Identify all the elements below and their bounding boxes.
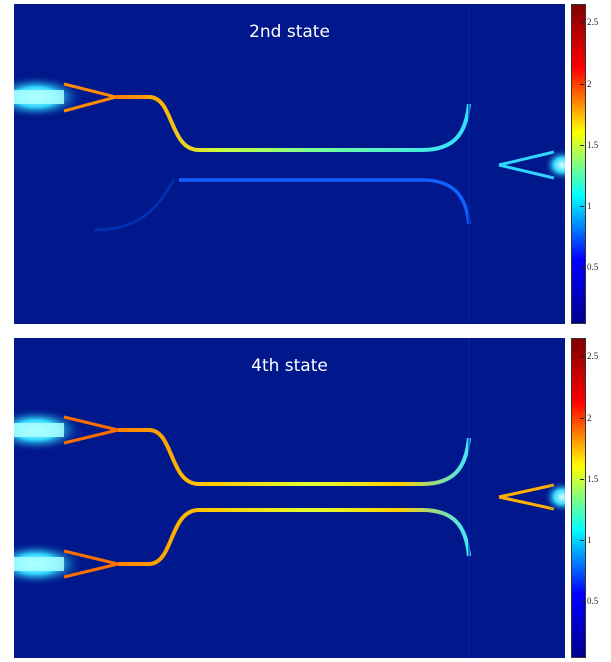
panel-title-bottom: 4th state <box>251 356 328 376</box>
colorbar-tick-label: 0.5 <box>587 595 599 606</box>
colorbar-tick-mark <box>580 539 584 541</box>
input-source-1 <box>14 423 64 437</box>
colorbar-tick-mark <box>580 205 584 207</box>
field-plot-bottom <box>14 338 565 658</box>
colorbar-bottom <box>571 338 586 658</box>
ghost-waveguide <box>93 179 176 232</box>
colorbar-tick-label: 1.5 <box>587 473 599 484</box>
field-panel-bottom: 4th state <box>14 338 565 658</box>
colorbar-tick-label: 2.5 <box>587 351 599 362</box>
output-taper <box>498 150 555 180</box>
output-taper <box>498 483 555 511</box>
colorbar-tick-label: 1.5 <box>587 139 599 150</box>
output-glow <box>544 149 565 181</box>
lower-waveguide <box>179 178 471 225</box>
colorbar-tick-mark <box>580 478 584 480</box>
field-plot-top <box>14 4 565 324</box>
colorbar-tick-label: 2 <box>587 412 592 423</box>
panel-title-top: 2nd state <box>249 22 330 42</box>
colorbar-tick-mark <box>580 417 584 419</box>
lower-waveguide <box>118 508 471 566</box>
upper-waveguide <box>118 428 471 486</box>
field-panel-top: 2nd state <box>14 4 565 324</box>
colorbar-tick-label: 2 <box>587 78 592 89</box>
colorbar-tick-label: 1 <box>587 534 592 545</box>
colorbar-tick-mark <box>580 356 584 358</box>
colorbar-tick-mark <box>580 266 584 268</box>
colorbar-tick-label: 1 <box>587 200 592 211</box>
colorbar-tick-mark <box>580 144 584 146</box>
output-glow <box>544 481 565 513</box>
colorbar-top <box>571 4 586 324</box>
input-source-2 <box>14 557 64 571</box>
input-source <box>14 90 64 104</box>
colorbar-tick-label: 2.5 <box>587 17 599 28</box>
colorbar-tick-mark <box>580 22 584 24</box>
upper-waveguide <box>116 95 471 152</box>
colorbar-tick-mark <box>580 600 584 602</box>
colorbar-tick-mark <box>580 83 584 85</box>
colorbar-tick-label: 0.5 <box>587 261 599 272</box>
